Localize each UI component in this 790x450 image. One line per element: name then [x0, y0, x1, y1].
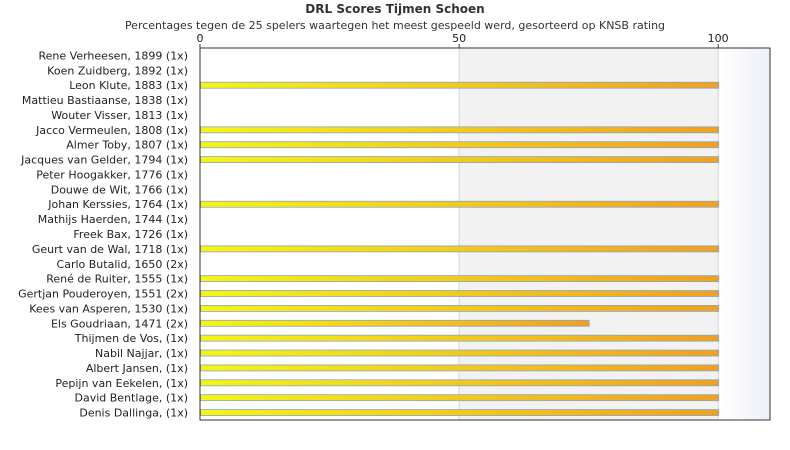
category-label: Carlo Butalid, 1650 (2x) — [57, 258, 188, 271]
category-label: Douwe de Wit, 1766 (1x) — [51, 183, 188, 196]
bar — [200, 275, 720, 283]
category-label: David Bentlage, (1x) — [75, 392, 189, 405]
grid-band — [459, 48, 719, 420]
bar — [200, 156, 720, 164]
category-label: Nabil Najjar, (1x) — [95, 347, 188, 360]
category-label: Pepijn van Eekelen, (1x) — [55, 377, 188, 390]
bar — [200, 81, 720, 89]
bar — [200, 141, 720, 149]
category-label: Koen Zuidberg, 1892 (1x) — [47, 64, 188, 77]
category-label: Thijmen de Vos, (1x) — [74, 332, 188, 345]
x-tick-label: 100 — [708, 32, 729, 45]
bar — [200, 334, 720, 342]
category-label: Mathijs Haerden, 1744 (1x) — [38, 213, 188, 226]
category-label: Jacques van Gelder, 1794 (1x) — [20, 154, 188, 167]
bar — [200, 200, 720, 208]
plot-frame — [199, 47, 771, 421]
category-label: René de Ruiter, 1555 (1x) — [46, 273, 188, 286]
category-label: Johan Kerssies, 1764 (1x) — [47, 198, 188, 211]
chart-subtitle: Percentages tegen de 25 spelers waartege… — [124, 19, 666, 32]
category-label: Geurt van de Wal, 1718 (1x) — [32, 243, 188, 256]
bar — [200, 379, 720, 387]
category-label: Jacco Vermeulen, 1808 (1x) — [35, 124, 188, 137]
bar — [200, 245, 720, 253]
bar — [200, 394, 720, 402]
category-label: Denis Dallinga, (1x) — [79, 407, 188, 420]
category-label: Freek Bax, 1726 (1x) — [73, 228, 188, 241]
bar — [200, 349, 720, 357]
category-label: Wouter Visser, 1813 (1x) — [51, 109, 188, 122]
category-label: Peter Hoogakker, 1776 (1x) — [36, 168, 188, 181]
bar — [200, 364, 720, 372]
grid-band — [718, 48, 770, 420]
category-label: Leon Klute, 1883 (1x) — [69, 79, 188, 92]
bar — [200, 290, 720, 297]
category-label: Mattieu Bastiaanse, 1838 (1x) — [22, 94, 188, 107]
bar — [200, 409, 720, 416]
chart-title: DRL Scores Tijmen Schoen — [305, 2, 485, 16]
category-label: Albert Jansen, (1x) — [86, 362, 188, 375]
category-label: Gertjan Pouderoyen, 1551 (2x) — [18, 288, 188, 301]
bar — [200, 126, 720, 134]
category-label: Almer Toby, 1807 (1x) — [66, 139, 188, 152]
category-label: Rene Verheesen, 1899 (1x) — [39, 49, 188, 62]
x-tick-label: 50 — [452, 32, 466, 45]
x-tick-label: 0 — [197, 32, 204, 45]
bar — [200, 319, 590, 327]
category-label: Els Goudriaan, 1471 (2x) — [51, 317, 188, 330]
bar — [200, 304, 720, 312]
category-label: Kees van Asperen, 1530 (1x) — [29, 302, 188, 315]
